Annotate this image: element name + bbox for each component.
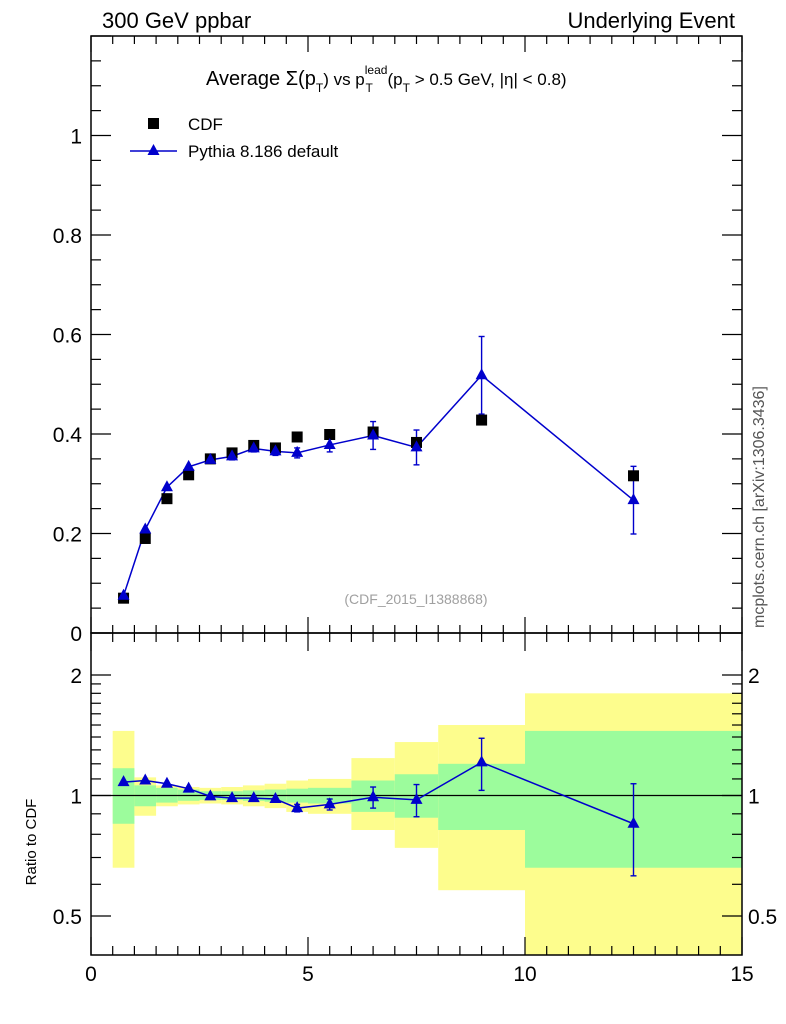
title-part-8: T [403, 81, 411, 95]
main-ytick-label: 0.8 [53, 225, 82, 248]
xtick-label: 15 [730, 963, 753, 986]
ratio-pythia-point [139, 773, 152, 785]
ratio-ylabel: Ratio to CDF [23, 799, 40, 886]
pythia-point [226, 449, 239, 461]
ratio-pythia-point [247, 791, 260, 803]
ratio-ytick-label-left: 1 [70, 786, 82, 809]
pythia-point [367, 428, 380, 440]
ratio-pythia-point [160, 776, 173, 788]
side-label: mcplots.cern.ch [arXiv:1306.3436] [751, 386, 768, 628]
legend-cdf-label: CDF [188, 115, 223, 134]
pythia-point [627, 493, 640, 505]
cdf-point [476, 414, 488, 426]
main-ytick-label: 1 [70, 126, 82, 149]
xtick-label: 5 [302, 963, 314, 986]
pythia-point [410, 440, 423, 452]
legend: CDF Pythia 8.186 default [130, 115, 339, 161]
main-ytick-label: 0.4 [53, 424, 83, 447]
pythia-point [291, 445, 304, 457]
legend-pythia-marker [147, 144, 160, 155]
ratio-pythia-point [204, 789, 217, 801]
cdf-point [161, 493, 173, 505]
ratio-pythia-point [323, 797, 336, 809]
ratio-ytick-label-left: 2 [70, 665, 82, 688]
title-part-9: > 0.5 GeV, |η| < 0.8) [410, 70, 567, 89]
ratio-ytick-label-right: 0.5 [748, 906, 777, 929]
cdf-point [139, 532, 151, 544]
ratio-pythia-point [475, 755, 488, 767]
ratio-axis-ticks: 0.5 0.5 1 1 2 2 0 5 10 15 [53, 633, 777, 986]
ratio-pythia-point [367, 790, 380, 802]
ratio-pythia-point [269, 792, 282, 804]
cdf-point [183, 469, 195, 481]
title-part-3: T [316, 81, 324, 95]
xtick-label: 0 [85, 963, 97, 986]
xtick-label: 10 [513, 963, 536, 986]
title-part-2: Σ(p [286, 68, 316, 90]
ratio-frame [90, 632, 743, 956]
main-ytick-label: 0.6 [53, 325, 82, 348]
main-series [117, 335, 640, 604]
pythia-point [117, 588, 130, 600]
pythia-point [247, 441, 260, 453]
ratio-pythia-point [117, 775, 130, 787]
legend-pythia-label: Pythia 8.186 default [188, 142, 339, 161]
title-part-6: T [365, 81, 373, 95]
title-part-5: lead [365, 63, 388, 77]
header-left: 300 GeV ppbar [102, 8, 251, 33]
pythia-point [139, 522, 152, 534]
title-part-1: Average [206, 68, 286, 90]
header-right: Underlying Event [567, 8, 735, 33]
ratio-bands [91, 693, 742, 955]
pythia-point [323, 437, 336, 449]
legend-cdf-marker [148, 118, 159, 129]
ratio-pythia-point [627, 816, 640, 828]
ratio-pythia-point [410, 792, 423, 804]
title-part-4: ) vs p [323, 70, 365, 89]
cdf-point [628, 470, 639, 482]
cdf-point [291, 431, 303, 443]
ratio-pythia-point [182, 781, 195, 793]
title-part-7: (p [383, 70, 403, 89]
ratio-pythia-point [291, 801, 304, 813]
pythia-point [269, 444, 282, 456]
main-axis-ticks: 0 0.2 0.4 0.6 0.8 1 [53, 35, 743, 646]
ratio-ytick-label-left: 0.5 [53, 906, 82, 929]
plot-title: Average Σ(pT) vs plead T (pT > 0.5 GeV, |… [206, 63, 567, 95]
main-ytick-label: 0 [70, 623, 82, 646]
analysis-ref-label: (CDF_2015_I1388868) [344, 591, 487, 607]
ratio-ytick-label-right: 2 [748, 665, 760, 688]
ratio-series [117, 737, 640, 877]
pythia-line [122, 374, 634, 596]
pythia-point [475, 368, 488, 380]
pythia-point [204, 452, 217, 464]
ratio-pythia-point [226, 791, 239, 803]
cdf-point [324, 428, 336, 440]
pythia-point [160, 480, 173, 492]
ratio-ytick-label-right: 1 [748, 786, 760, 809]
main-ytick-label: 0.2 [53, 524, 82, 547]
pythia-point [182, 459, 195, 471]
